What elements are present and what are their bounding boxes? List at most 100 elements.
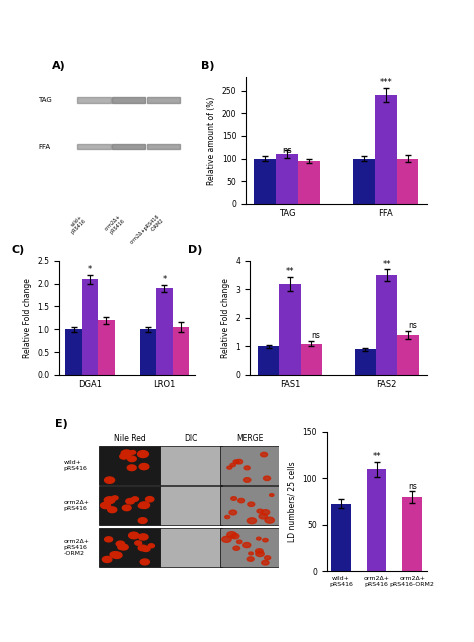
Text: E): E) xyxy=(55,419,68,429)
Text: MERGE: MERGE xyxy=(237,435,264,444)
Bar xyxy=(298,160,319,204)
Circle shape xyxy=(243,542,251,548)
Circle shape xyxy=(138,534,148,540)
Circle shape xyxy=(139,502,149,508)
Bar xyxy=(331,503,351,571)
Bar xyxy=(160,446,222,485)
Circle shape xyxy=(249,552,254,555)
Bar xyxy=(258,347,279,375)
Circle shape xyxy=(237,498,245,503)
Circle shape xyxy=(120,454,128,459)
Text: ***: *** xyxy=(379,78,392,87)
Circle shape xyxy=(137,451,148,458)
Text: A): A) xyxy=(52,61,66,71)
Circle shape xyxy=(261,453,268,456)
Circle shape xyxy=(256,551,264,557)
Bar xyxy=(77,97,110,103)
Circle shape xyxy=(121,450,132,457)
Circle shape xyxy=(262,510,270,515)
Bar xyxy=(160,528,222,567)
Bar xyxy=(219,446,281,485)
Bar xyxy=(98,320,115,375)
Circle shape xyxy=(227,466,232,469)
Bar xyxy=(402,497,422,571)
Bar xyxy=(301,343,322,375)
Circle shape xyxy=(230,464,235,467)
Bar xyxy=(367,469,386,571)
Bar xyxy=(279,284,301,375)
Circle shape xyxy=(131,497,138,501)
Bar xyxy=(375,95,397,204)
Circle shape xyxy=(135,541,142,545)
Bar xyxy=(219,528,281,567)
Text: ns: ns xyxy=(408,321,417,330)
Y-axis label: Relative amount of (%): Relative amount of (%) xyxy=(207,96,216,185)
Circle shape xyxy=(104,497,115,503)
Circle shape xyxy=(222,536,231,542)
Circle shape xyxy=(265,517,274,523)
Circle shape xyxy=(225,516,230,519)
Circle shape xyxy=(138,504,145,508)
Circle shape xyxy=(138,545,147,551)
Bar xyxy=(99,446,160,485)
Bar xyxy=(397,335,419,375)
Text: ns: ns xyxy=(311,331,320,340)
Circle shape xyxy=(264,476,271,481)
Circle shape xyxy=(231,497,237,500)
Circle shape xyxy=(102,557,112,562)
Bar xyxy=(376,275,397,375)
Text: wild+
pRS416: wild+ pRS416 xyxy=(64,460,88,471)
Circle shape xyxy=(127,465,136,471)
Circle shape xyxy=(148,544,155,548)
Bar xyxy=(99,528,160,567)
Circle shape xyxy=(100,502,110,508)
Bar xyxy=(147,97,180,103)
Circle shape xyxy=(140,559,149,565)
Bar xyxy=(112,144,146,150)
Bar xyxy=(140,329,156,375)
Circle shape xyxy=(230,534,239,539)
Text: **: ** xyxy=(373,452,381,461)
Circle shape xyxy=(247,557,254,561)
Circle shape xyxy=(264,556,271,560)
Circle shape xyxy=(116,541,125,546)
Circle shape xyxy=(112,552,122,559)
Y-axis label: Relative Fold change: Relative Fold change xyxy=(23,278,32,358)
Circle shape xyxy=(110,551,119,558)
Circle shape xyxy=(237,540,242,544)
Text: orm2Δ+
pRS416: orm2Δ+ pRS416 xyxy=(64,501,90,511)
Circle shape xyxy=(105,477,115,483)
Text: ns: ns xyxy=(282,146,292,155)
Text: DIC: DIC xyxy=(184,435,198,444)
Text: orm2Δ+pRS416
-ORM2: orm2Δ+pRS416 -ORM2 xyxy=(129,214,165,250)
Text: *: * xyxy=(88,265,92,274)
Bar xyxy=(147,144,180,150)
Circle shape xyxy=(112,496,118,500)
Circle shape xyxy=(248,502,255,507)
Circle shape xyxy=(256,537,261,540)
Text: *: * xyxy=(162,275,166,284)
Circle shape xyxy=(244,466,250,470)
Bar xyxy=(156,288,173,375)
Circle shape xyxy=(130,451,136,454)
Circle shape xyxy=(233,546,239,550)
Circle shape xyxy=(128,456,136,462)
Bar xyxy=(99,487,160,525)
Text: orm2Δ+
pRS416: orm2Δ+ pRS416 xyxy=(104,214,126,236)
Circle shape xyxy=(146,497,154,502)
Circle shape xyxy=(259,514,267,519)
Circle shape xyxy=(247,518,256,524)
Circle shape xyxy=(118,545,125,550)
Text: Nile Red: Nile Red xyxy=(114,435,146,444)
Circle shape xyxy=(262,560,269,565)
Circle shape xyxy=(270,494,274,496)
Bar xyxy=(397,159,419,204)
Circle shape xyxy=(108,507,117,512)
Bar xyxy=(276,154,298,204)
Circle shape xyxy=(119,544,128,550)
Circle shape xyxy=(233,460,239,464)
Circle shape xyxy=(128,532,139,539)
Bar xyxy=(65,329,82,375)
Circle shape xyxy=(126,498,135,504)
Bar xyxy=(355,349,376,375)
